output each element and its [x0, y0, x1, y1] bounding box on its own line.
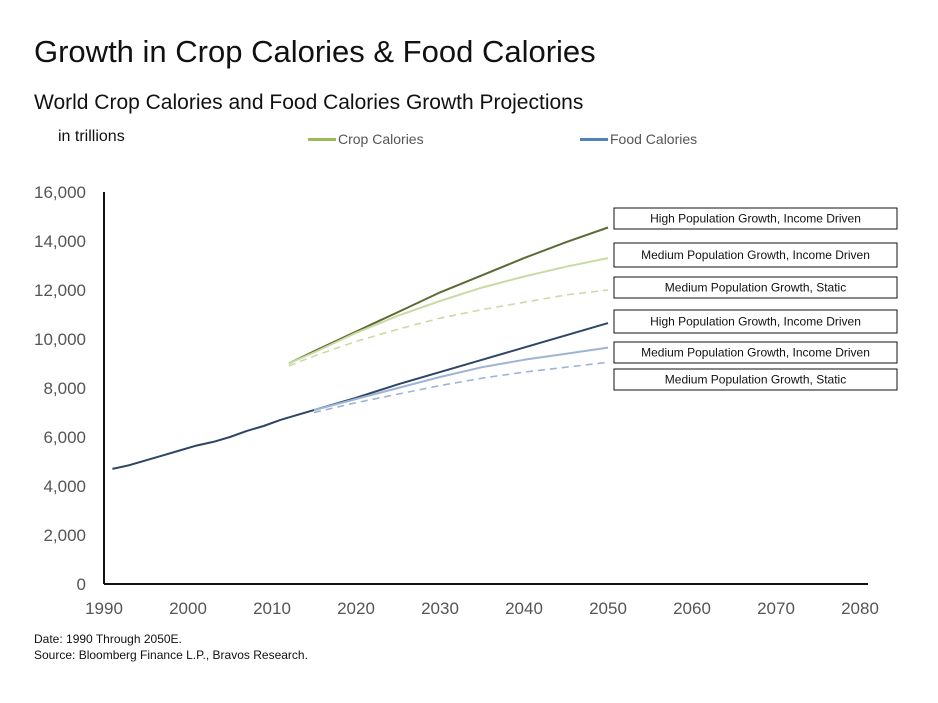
x-tick-label: 1990 — [85, 599, 123, 618]
annotation-box — [613, 368, 898, 391]
x-tick-label: 2020 — [337, 599, 375, 618]
series-line-crop-4 — [288, 226, 609, 365]
x-tick-label: 2060 — [673, 599, 711, 618]
legend-label-crop: Crop Calories — [338, 131, 424, 147]
annotation-label: Medium Population Growth, Static — [665, 281, 846, 295]
x-tick-label: 2030 — [421, 599, 459, 618]
legend-label-food: Food Calories — [610, 131, 698, 147]
annotation-label: Medium Population Growth, Income Driven — [641, 248, 870, 262]
x-tick-label: 2080 — [841, 599, 879, 618]
series-line-food-1 — [313, 322, 609, 412]
series-line-food-3 — [313, 361, 609, 414]
y-tick-label: 4,000 — [43, 477, 86, 496]
annotation-label: High Population Growth, Income Driven — [650, 315, 861, 329]
y-tick-label: 14,000 — [34, 232, 86, 251]
chart-title: Growth in Crop Calories & Food Calories — [34, 34, 596, 69]
y-tick-label: 0 — [77, 575, 86, 594]
y-tick-label: 6,000 — [43, 428, 86, 447]
series-line-crop-5 — [288, 257, 609, 365]
y-tick-label: 2,000 — [43, 526, 86, 545]
date-note: Date: 1990 Through 2050E. — [34, 632, 182, 646]
annotation-label: High Population Growth, Income Driven — [650, 212, 861, 226]
legend-item-crop-calories: Crop Calories — [308, 131, 424, 147]
x-tick-label: 2050 — [589, 599, 627, 618]
annotation-box — [613, 309, 898, 334]
series-line-crop-6 — [288, 289, 609, 367]
x-tick-label: 2010 — [253, 599, 291, 618]
annotation-box — [613, 242, 898, 268]
y-tick-label: 16,000 — [34, 183, 86, 202]
y-tick-label: 8,000 — [43, 379, 86, 398]
annotation-box — [613, 276, 898, 299]
y-tick-label: 12,000 — [34, 281, 86, 300]
series-line-food-0 — [112, 409, 315, 470]
annotation-label: Medium Population Growth, Static — [665, 373, 846, 387]
chart-subtitle: World Crop Calories and Food Calories Gr… — [34, 91, 584, 114]
series-line-food-2 — [313, 346, 609, 412]
legend-swatch-crop — [308, 137, 336, 141]
unit-label: in trillions — [58, 128, 125, 145]
x-tick-label: 2040 — [505, 599, 543, 618]
annotation-box — [613, 207, 898, 230]
annotation-label: Medium Population Growth, Income Driven — [641, 346, 870, 360]
legend-item-food-calories: Food Calories — [580, 131, 697, 147]
y-tick-label: 10,000 — [34, 330, 86, 349]
source-note: Source: Bloomberg Finance L.P., Bravos R… — [34, 648, 308, 662]
legend-swatch-food — [580, 137, 608, 141]
x-tick-label: 2000 — [169, 599, 207, 618]
x-tick-label: 2070 — [757, 599, 795, 618]
annotation-box — [613, 341, 898, 364]
